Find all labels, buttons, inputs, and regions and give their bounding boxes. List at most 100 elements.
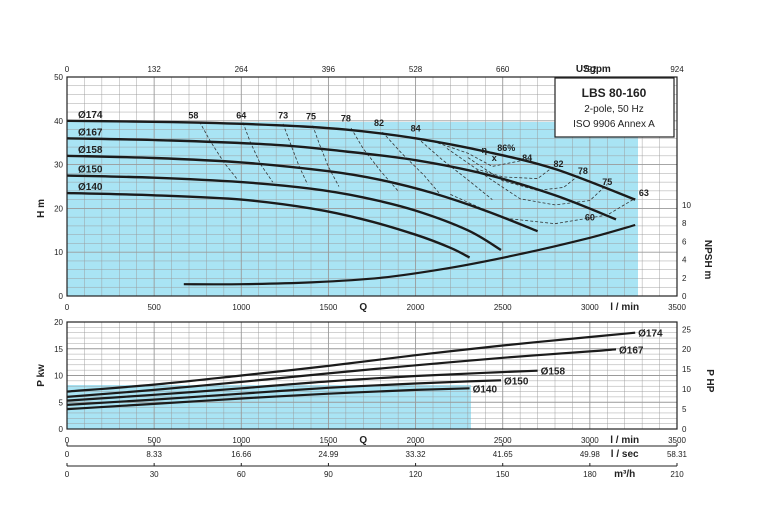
head-curve-Ø140 [66,191,471,259]
power-curve-Ø174 [66,331,636,393]
bottom-y2-tick-label: 25 [682,325,691,334]
efficiency-iso-line [242,122,274,183]
secondary-axis-tick-label: 16.66 [231,450,252,459]
secondary-axis-tick-label: 150 [496,470,510,479]
secondary-axis-unit: l / sec [611,449,639,460]
top-tick-label: 396 [322,65,336,74]
y2-tick-label: 6 [682,237,687,246]
top-axis-unit: USgpm [576,64,611,75]
efficiency-iso-line [417,137,493,200]
bottom-y2-axis-label: P HP [704,369,715,392]
bottom-chart-ticks: 0 500 1000 1500 2000 2500 3000 3500 0 5 10 15 20 0 5 10… [54,318,691,445]
x-tick-label: 2500 [494,303,512,312]
x-tick-label: 3500 [668,303,686,312]
power-curve-Ø140 [66,387,470,411]
y-tick-label: 0 [59,292,64,301]
y2-tick-label: 10 [682,201,691,210]
y-tick-label: 10 [54,248,63,257]
bottom-x-tick-label: 0 [65,436,70,445]
power-curve-Ø167 [66,348,617,398]
head-curve-label: Ø150 [78,165,103,176]
head-curves: Ø174 Ø167 Ø158 Ø150 Ø140 [66,110,636,259]
secondary-axis-tick-label: 210 [670,470,684,479]
top-tick-label: 660 [496,65,510,74]
top-tick-label: 792 [583,65,597,74]
y-tick-label: 40 [54,117,63,126]
efficiency-label: 75 [306,111,316,121]
efficiency-iso-line [476,169,608,206]
bottom-x-tick-label: 3000 [581,436,599,445]
head-curve-label: Ø174 [78,110,103,121]
power-curve-Ø158 [66,369,538,402]
bottom-y2-tick-label: 0 [682,425,687,434]
power-curve-label: Ø174 [638,329,663,340]
y-tick-label: 20 [54,204,63,213]
head-curve-Ø158 [66,154,539,233]
bottom-y-tick-label: 20 [54,318,63,327]
y2-tick-label: 8 [682,219,687,228]
efficiency-label: 84 [522,153,532,163]
efficiency-label: 82 [374,118,384,128]
bottom-y-tick-label: 15 [54,345,63,354]
efficiency-label: 64 [236,111,246,121]
power-curve-label: Ø150 [504,376,529,387]
top-tick-label: 528 [409,65,423,74]
bottom-x-tick-label: 2000 [407,436,425,445]
head-curve-label: Ø140 [78,182,103,193]
bottom-y-tick-label: 5 [59,398,64,407]
secondary-axis-tick-label: 58.31 [667,450,688,459]
x-tick-label: 1500 [320,303,338,312]
top-tick-label: 0 [65,65,70,74]
bottom-y2-tick-label: 5 [682,405,687,414]
secondary-axis-tick-label: 41.65 [493,450,514,459]
x-tick-label: 3000 [581,303,599,312]
y2-tick-label: 0 [682,292,687,301]
power-curve-label: Ø158 [541,367,566,378]
top-tick-label: 264 [235,65,249,74]
top-chart-labels: USgpm Q l / min H m NPSH m [36,64,713,313]
x-axis-label: Q [359,302,367,313]
bottom-x-tick-label: 1000 [232,436,250,445]
top-plot-frame [66,76,678,297]
bottom-x-tick-label: 1500 [320,436,338,445]
secondary-axis-tick-label: 49.98 [580,450,601,459]
eta-symbol: η [482,145,488,155]
efficiency-iso-line [282,123,308,185]
efficiency-label: 60 [585,213,595,223]
efficiency-iso-line [467,157,582,191]
best-efficiency-marker: x [492,153,497,163]
x-tick-label: 1000 [232,303,250,312]
bottom-y-tick-label: 10 [54,372,63,381]
bottom-x-tick-label: 3500 [668,436,686,445]
npsh-curve-group [183,223,636,286]
bottom-y2-tick-label: 10 [682,385,691,394]
bottom-y-axis-label: P kw [36,364,47,387]
efficiency-label: 84 [411,123,421,133]
secondary-axis-tick-label: 30 [150,470,159,479]
power-curve-Ø150 [66,379,502,406]
chart-subtitle-line-2: ISO 9906 Annex A [573,119,655,130]
bottom-x-tick-label: 500 [147,436,161,445]
title-box-frame [554,77,675,138]
efficiency-label: 75 [602,177,612,187]
title-box: LBS 80-160 2-pole, 50 Hz ISO 9906 Annex … [554,77,675,138]
efficiency-label: 82 [553,159,563,169]
best-efficiency-label: 86% [497,143,515,153]
y2-axis-label: NPSH m [702,240,713,280]
power-curve-label: Ø167 [619,345,644,356]
y-tick-label: 50 [54,73,63,82]
bottom-x-axis-label: Q [359,435,367,446]
head-curve-Ø167 [66,137,617,221]
y2-tick-label: 2 [682,274,687,283]
y-tick-label: 30 [54,161,63,170]
x-tick-label: 2000 [407,303,425,312]
x-tick-label: 0 [65,303,70,312]
efficiency-iso-line [199,121,239,181]
efficiency-label: 58 [188,111,198,121]
secondary-axis-tick-label: 8.33 [146,450,162,459]
bottom-x-axis-unit: l / min [610,435,639,446]
